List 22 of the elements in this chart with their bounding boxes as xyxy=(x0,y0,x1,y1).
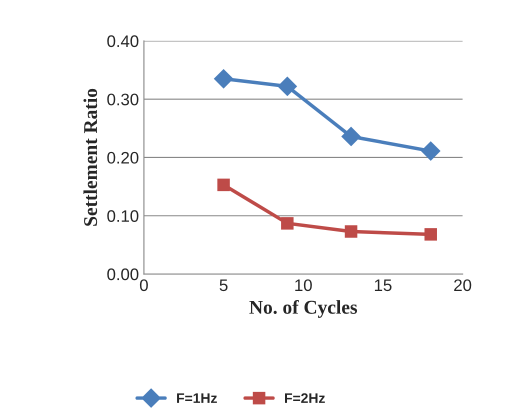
point xyxy=(217,178,230,192)
x-tick-label: 15 xyxy=(374,280,392,292)
y-tick-label: 0.30 xyxy=(107,94,138,106)
point xyxy=(424,228,437,241)
legend-label: F=2Hz xyxy=(285,393,325,403)
point xyxy=(214,69,234,88)
point xyxy=(342,126,361,146)
point xyxy=(421,142,440,161)
x-tick-label: 0 xyxy=(140,279,148,292)
y-axis-title: Settlement Ratio xyxy=(83,88,98,226)
y-tick-label: 0.20 xyxy=(107,152,138,164)
point xyxy=(281,217,294,230)
point xyxy=(278,76,297,96)
legend-label: F=1Hz xyxy=(177,393,217,403)
x-tick-label: 20 xyxy=(454,279,472,292)
y-tick-label: 0.10 xyxy=(107,210,138,222)
x-tick-label: 10 xyxy=(295,279,312,292)
point xyxy=(344,225,358,238)
x-axis-title: No. of Cycles xyxy=(249,300,358,318)
y-tick-label: 0.40 xyxy=(107,35,138,48)
x-tick-label: 5 xyxy=(220,280,228,292)
y-tick-label: 0.00 xyxy=(107,268,138,280)
